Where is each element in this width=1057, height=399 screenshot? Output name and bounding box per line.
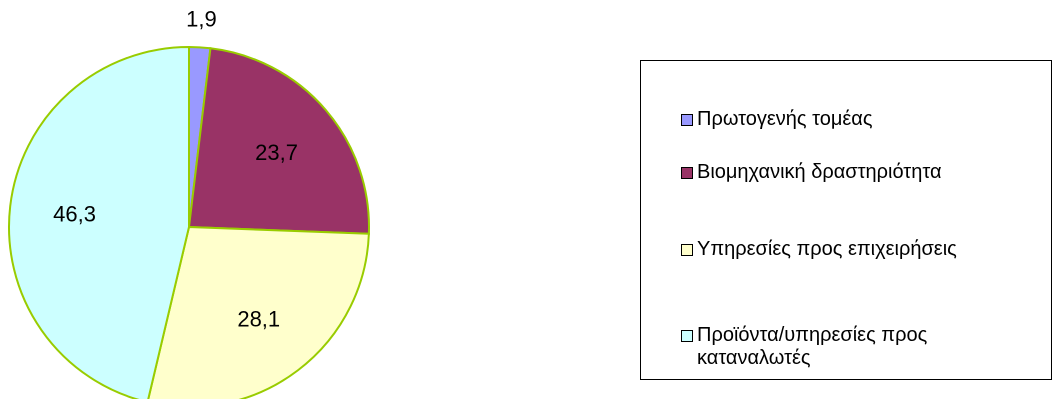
legend-item-business-services: Υπηρεσίες προς επιχειρήσεις bbox=[681, 238, 1027, 261]
pie-slices bbox=[8, 45, 370, 399]
legend-swatch-business-services bbox=[681, 244, 693, 256]
legend-item-primary-sector: Πρωτογενής τομέας bbox=[681, 108, 1027, 131]
legend-label: Υπηρεσίες προς επιχειρήσεις bbox=[697, 238, 957, 260]
legend-item-consumer-products-services: Προϊόντα/υπηρεσίες προς καταναλωτές bbox=[681, 324, 1027, 370]
pie-data-labels: 1,9 23,7 28,1 46,3 bbox=[53, 7, 298, 332]
pie-slice-industrial-activity bbox=[187, 47, 370, 235]
legend-label: Βιομηχανική δραστηριότητα bbox=[697, 161, 942, 183]
data-label-industrial-activity: 23,7 bbox=[255, 140, 298, 165]
pie-slice-business-services bbox=[147, 225, 370, 399]
legend-label: Προϊόντα/υπηρεσίες προς καταναλωτές bbox=[697, 324, 928, 369]
data-label-business-services: 28,1 bbox=[237, 307, 280, 332]
legend-swatch-primary-sector bbox=[681, 114, 693, 126]
legend: Πρωτογενής τομέας Βιομηχανική δραστηριότ… bbox=[640, 60, 1052, 380]
legend-swatch-industrial-activity bbox=[681, 167, 693, 179]
legend-swatch-consumer-products-services bbox=[681, 330, 693, 342]
legend-item-industrial-activity: Βιομηχανική δραστηριότητα bbox=[681, 161, 1027, 184]
legend-label: Πρωτογενής τομέας bbox=[697, 108, 873, 130]
pie-slice-consumer-products-services bbox=[8, 45, 190, 399]
data-label-consumer-products-services: 46,3 bbox=[53, 202, 96, 227]
pie-chart: 1,9 23,7 28,1 46,3 bbox=[8, 7, 370, 399]
data-label-primary-sector: 1,9 bbox=[186, 7, 217, 32]
